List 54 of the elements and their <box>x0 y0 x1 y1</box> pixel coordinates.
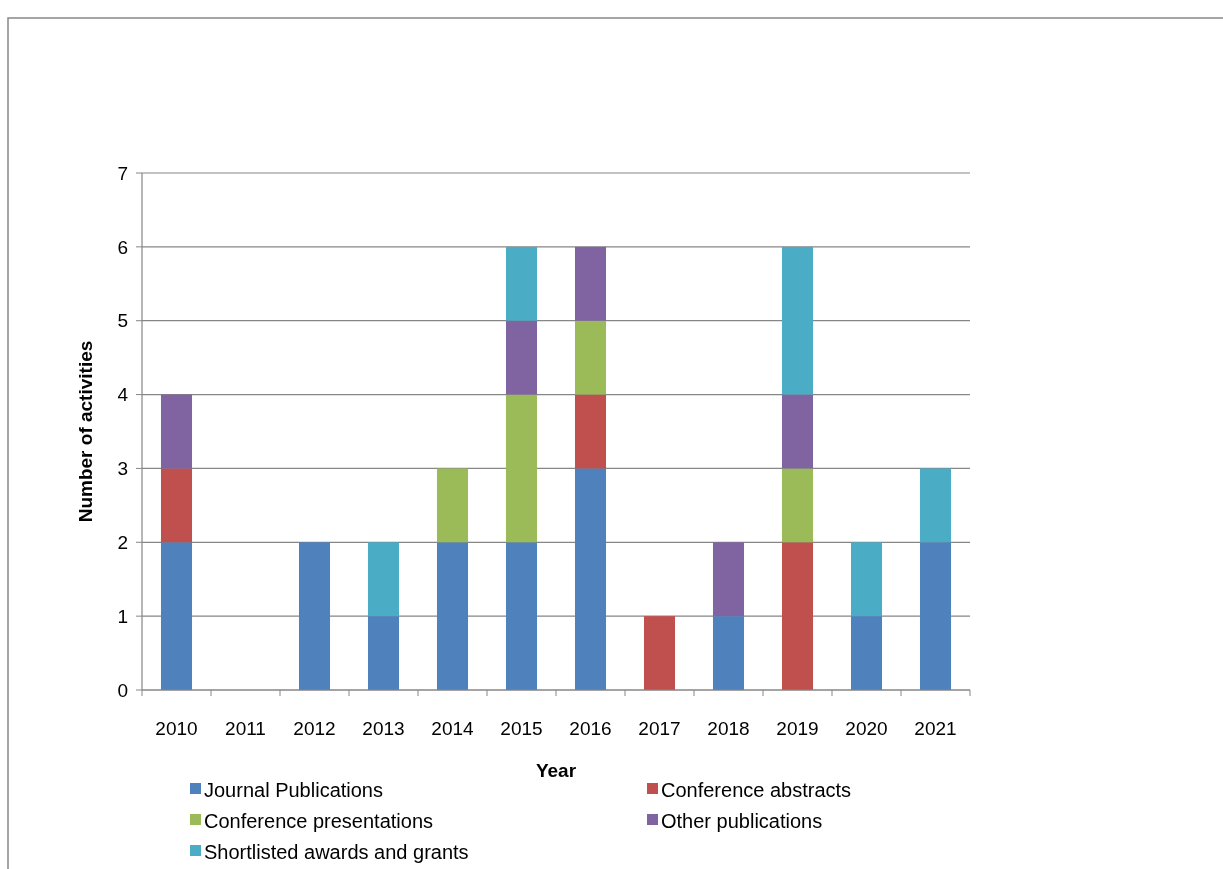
legend-label: Shortlisted awards and grants <box>204 841 469 863</box>
bar <box>850 542 883 617</box>
y-tick-label: 0 <box>117 679 128 701</box>
legend-label: Journal Publications <box>204 779 383 801</box>
bar <box>574 320 607 395</box>
bar <box>367 616 400 690</box>
bar <box>160 468 193 543</box>
bar <box>574 468 607 690</box>
bar <box>919 542 952 690</box>
bar <box>436 542 469 690</box>
bar <box>574 394 607 469</box>
y-tick-label: 2 <box>117 531 128 553</box>
bar <box>505 320 538 395</box>
x-tick-label: 2014 <box>431 718 475 739</box>
y-tick-label: 7 <box>117 162 128 184</box>
bar <box>367 542 400 617</box>
x-tick-label: 2016 <box>569 718 612 739</box>
y-tick-label: 1 <box>117 605 128 627</box>
bar <box>712 542 745 617</box>
x-tick-label: 2013 <box>362 718 405 739</box>
x-tick-label: 2019 <box>776 718 819 739</box>
x-tick-label: 2018 <box>707 718 750 739</box>
y-tick-label: 3 <box>117 458 128 480</box>
bar <box>505 246 538 321</box>
x-tick-label: 2021 <box>914 718 957 739</box>
bar <box>574 246 607 321</box>
bar <box>850 616 883 690</box>
bar <box>919 468 952 543</box>
bar <box>781 246 814 395</box>
legend-label: Conference presentations <box>204 810 434 832</box>
x-tick-label: 2012 <box>293 718 336 739</box>
bar <box>505 394 538 543</box>
y-tick-label: 6 <box>117 236 128 258</box>
x-tick-label: 2020 <box>845 718 888 739</box>
y-tick-label: 5 <box>117 310 128 332</box>
bar <box>781 394 814 469</box>
x-tick-label: 2011 <box>225 718 266 739</box>
bar <box>781 468 814 543</box>
y-tick-label: 4 <box>117 384 129 406</box>
bar <box>712 616 745 690</box>
y-axis-title: Number of activities <box>75 340 96 523</box>
bar <box>781 542 814 690</box>
x-tick-label: 2017 <box>638 718 681 739</box>
bar <box>298 542 331 690</box>
x-tick-label: 2010 <box>155 718 198 739</box>
x-tick-label: 2015 <box>500 718 543 739</box>
bar <box>505 542 538 690</box>
bar <box>160 394 193 469</box>
bar <box>643 616 676 690</box>
legend-label: Conference abstracts <box>661 779 852 801</box>
legend-label: Other publications <box>661 810 823 832</box>
bar <box>160 542 193 690</box>
x-axis-title: Year <box>535 760 577 781</box>
bar <box>436 468 469 543</box>
